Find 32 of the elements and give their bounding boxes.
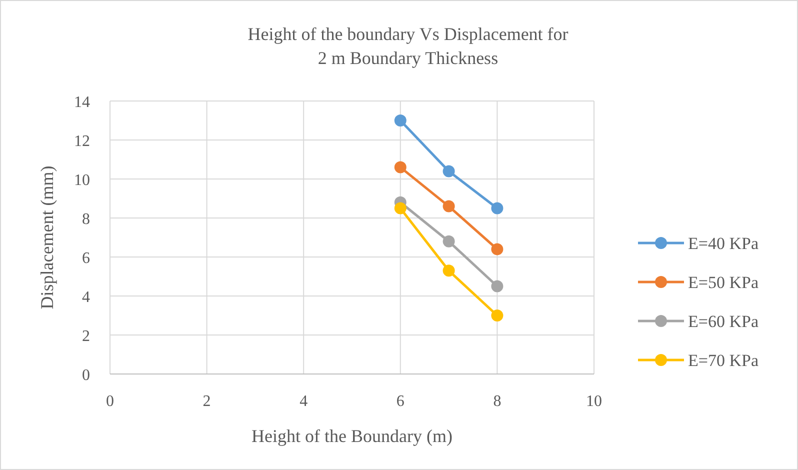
point — [491, 280, 504, 292]
legend-label: E=70 KPa — [688, 351, 759, 370]
point — [442, 165, 455, 178]
y-tick-label: 0 — [82, 367, 90, 384]
y-axis-title: Displacement (mm) — [37, 166, 57, 310]
legend-label: E=60 KPa — [688, 312, 759, 331]
legend-label: E=50 KPa — [688, 273, 759, 292]
y-tick-label: 14 — [74, 94, 90, 111]
point — [442, 200, 455, 212]
y-tick-label: 10 — [74, 172, 90, 189]
x-tick-label: 0 — [106, 393, 114, 410]
y-tick-label: 12 — [74, 133, 90, 150]
chart-title: Height of the boundary Vs Displacement for 2 m Boundary Thickness — [248, 24, 568, 68]
x-tick-label: 8 — [493, 393, 502, 410]
y-tick-label: 6 — [82, 250, 90, 267]
point — [491, 243, 504, 256]
x-axis-title: Height of the Boundary (m) — [252, 426, 452, 446]
x-tick-label: 4 — [300, 393, 308, 410]
x-tick-label: 6 — [396, 393, 404, 410]
x-tick-label: 2 — [202, 393, 211, 410]
point — [394, 202, 406, 214]
y-tick-label: 2 — [82, 328, 90, 345]
legend-label: E=40 KPa — [688, 234, 759, 253]
y-tick-label: 4 — [82, 289, 90, 306]
x-tick-label: 10 — [586, 393, 602, 410]
point — [442, 264, 455, 277]
point — [491, 202, 504, 214]
point — [394, 114, 406, 126]
point — [491, 310, 504, 322]
y-tick-label: 8 — [82, 211, 90, 228]
point — [394, 161, 406, 174]
point — [442, 235, 455, 248]
